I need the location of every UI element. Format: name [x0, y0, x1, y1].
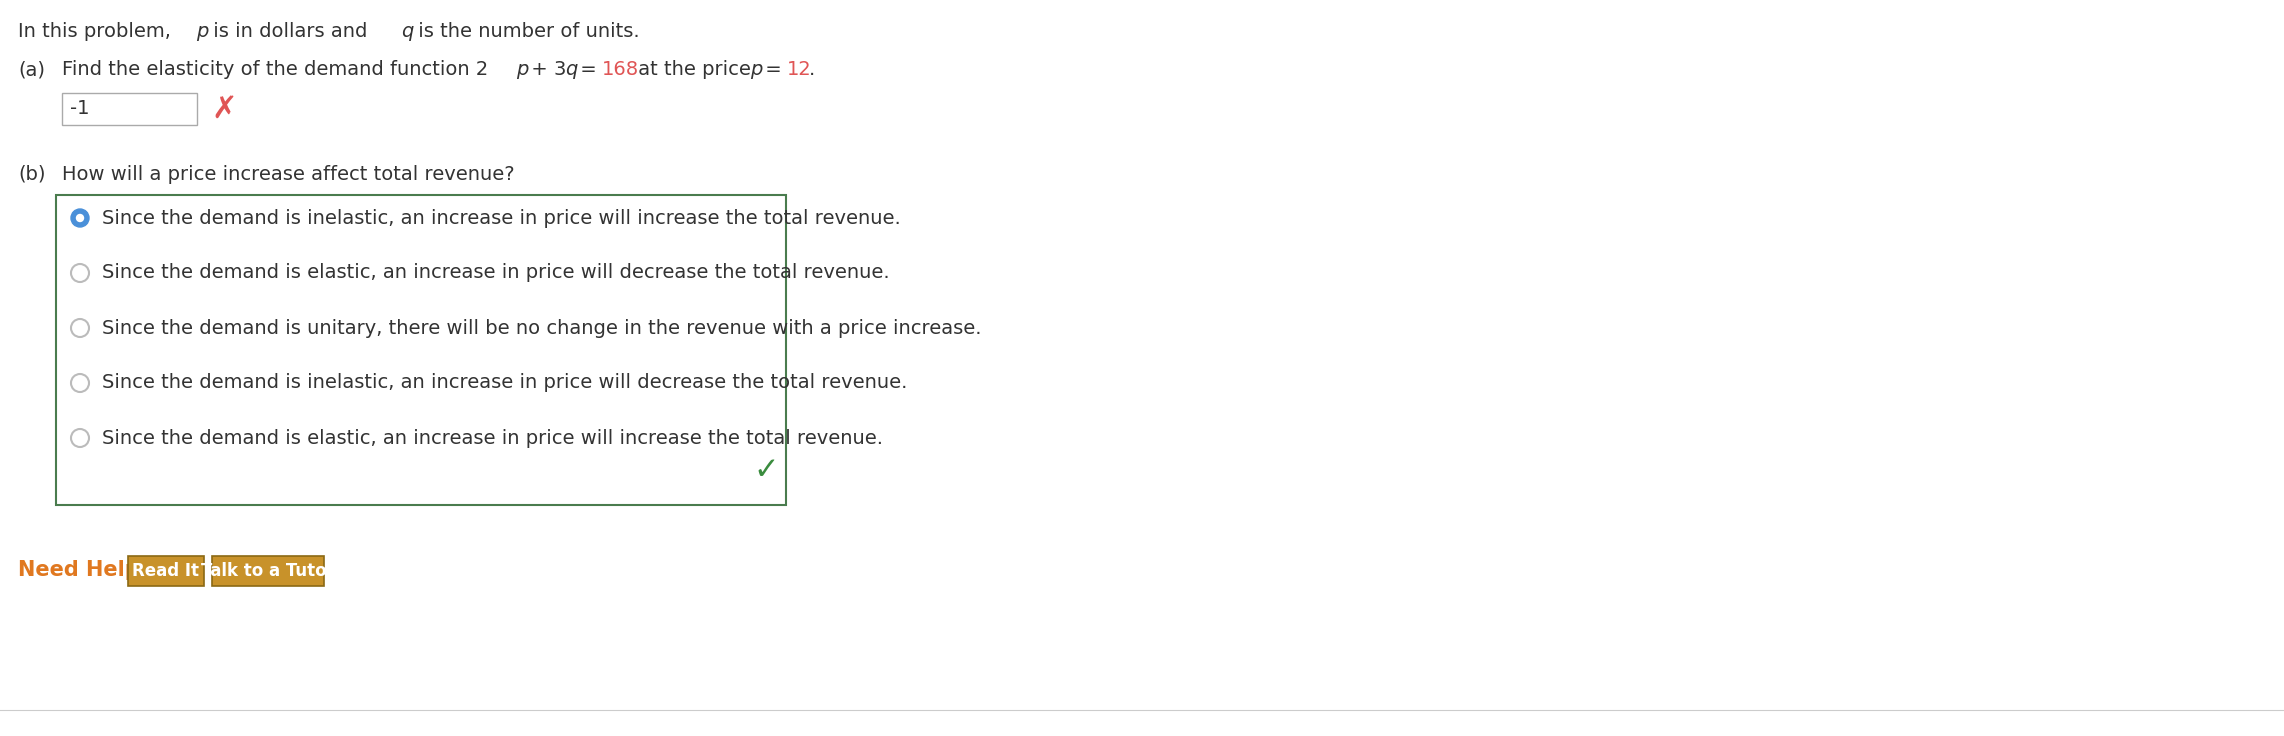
Text: (b): (b) [18, 165, 46, 184]
Text: Since the demand is elastic, an increase in price will decrease the total revenu: Since the demand is elastic, an increase… [103, 263, 891, 283]
Circle shape [75, 214, 85, 222]
Text: 12: 12 [788, 60, 811, 79]
Text: =: = [573, 60, 603, 79]
Text: Since the demand is elastic, an increase in price will increase the total revenu: Since the demand is elastic, an increase… [103, 428, 884, 447]
Text: is the number of units.: is the number of units. [411, 22, 640, 41]
FancyBboxPatch shape [57, 195, 786, 505]
Text: p: p [516, 60, 528, 79]
Text: How will a price increase affect total revenue?: How will a price increase affect total r… [62, 165, 514, 184]
Text: Talk to a Tutor: Talk to a Tutor [201, 562, 336, 580]
Text: Since the demand is inelastic, an increase in price will increase the total reve: Since the demand is inelastic, an increa… [103, 208, 900, 227]
Text: is in dollars and: is in dollars and [208, 22, 375, 41]
FancyBboxPatch shape [62, 93, 196, 125]
FancyBboxPatch shape [212, 556, 324, 586]
Text: + 3: + 3 [525, 60, 566, 79]
Text: Since the demand is inelastic, an increase in price will decrease the total reve: Since the demand is inelastic, an increa… [103, 373, 907, 392]
Text: Find the elasticity of the demand function 2: Find the elasticity of the demand functi… [62, 60, 489, 79]
Circle shape [71, 209, 89, 227]
Text: at the price: at the price [633, 60, 756, 79]
Text: Need Help?: Need Help? [18, 560, 151, 580]
Text: p: p [749, 60, 763, 79]
Text: ✗: ✗ [210, 94, 238, 124]
Text: q: q [402, 22, 413, 41]
Text: 168: 168 [603, 60, 640, 79]
Text: .: . [809, 60, 815, 79]
Text: Read It: Read It [132, 562, 199, 580]
Text: ✓: ✓ [754, 456, 779, 485]
FancyBboxPatch shape [128, 556, 203, 586]
Text: -1: -1 [71, 99, 89, 118]
Text: Since the demand is unitary, there will be no change in the revenue with a price: Since the demand is unitary, there will … [103, 319, 982, 338]
Text: In this problem,: In this problem, [18, 22, 178, 41]
Text: (a): (a) [18, 60, 46, 79]
Text: q: q [564, 60, 578, 79]
Text: p: p [196, 22, 208, 41]
Text: =: = [758, 60, 788, 79]
